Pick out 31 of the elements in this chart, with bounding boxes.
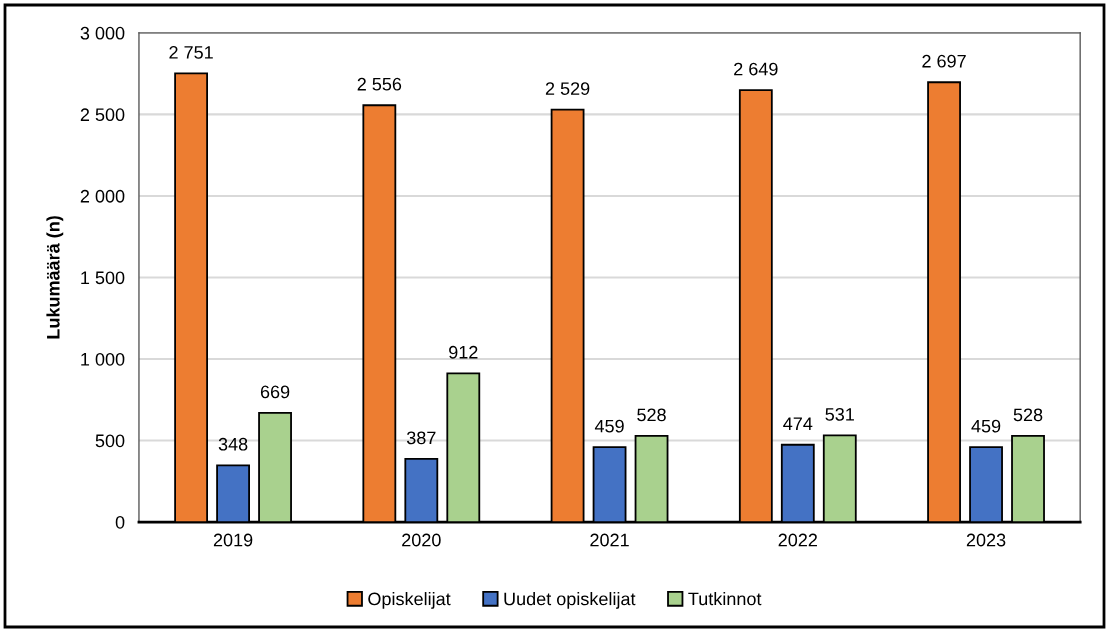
legend-label: Uudet opiskelijat: [504, 592, 636, 609]
y-tick-label: 2 500: [80, 108, 125, 122]
y-tick-label: 1 500: [81, 271, 125, 285]
data-label: 2 556: [357, 77, 402, 91]
y-axis-title: Lukumäärä (n): [46, 216, 64, 339]
data-label: 531: [825, 407, 854, 421]
x-tick-label: 2022: [778, 533, 817, 547]
data-label: 387: [406, 431, 436, 445]
y-tick-label: 3 000: [80, 26, 125, 40]
data-label: 474: [783, 417, 813, 430]
data-label: 528: [1013, 408, 1043, 422]
x-tick-label: 2019: [213, 533, 253, 547]
y-tick-label: 2 000: [80, 189, 125, 203]
legend-label: Tutkinnot: [688, 592, 762, 606]
data-label: 528: [637, 408, 666, 422]
data-label: 348: [218, 437, 248, 451]
data-label: 459: [971, 419, 1001, 433]
data-label: 669: [260, 385, 290, 399]
data-label: 912: [449, 345, 478, 359]
x-tick-label: 2021: [590, 533, 629, 547]
legend-label: Opiskelijat: [368, 592, 451, 609]
y-tick-label: 0: [115, 515, 125, 529]
data-label: 2 529: [545, 82, 590, 95]
y-tick-label: 500: [95, 434, 125, 448]
data-label: 2 751: [169, 46, 213, 59]
data-label: 2 697: [922, 54, 966, 68]
data-label: 2 649: [734, 62, 778, 76]
y-tick-label: 1 000: [81, 352, 125, 366]
x-tick-label: 2023: [966, 533, 1006, 547]
data-label: 459: [594, 419, 624, 433]
x-tick-label: 2020: [402, 533, 441, 547]
